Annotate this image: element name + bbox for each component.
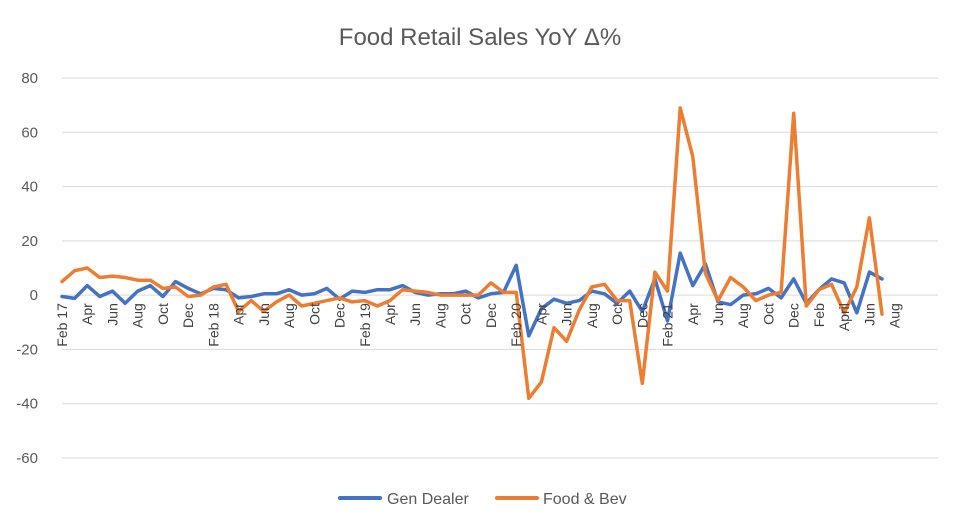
x-tick-label: Oct <box>761 303 777 325</box>
x-tick-label: Dec <box>332 303 348 328</box>
x-tick-label: Feb <box>811 303 827 327</box>
x-tick-label: Aug <box>281 303 297 328</box>
y-tick-label: 0 <box>30 287 38 304</box>
x-tick-label: Jun <box>407 303 423 326</box>
x-tick-label: Feb 18 <box>205 303 221 347</box>
x-tick-label: Feb 20 <box>508 303 524 347</box>
legend-item-gen-dealer: Gen Dealer <box>338 491 469 508</box>
x-tick-label: Apr <box>685 303 701 325</box>
legend-item-food-bev: Food & Bev <box>495 491 627 508</box>
gridlines <box>62 77 938 459</box>
chart-title: Food Retail Sales YoY Δ% <box>339 24 621 51</box>
y-tick-label: 60 <box>21 124 38 141</box>
x-tick-label: Apr <box>231 303 247 325</box>
legend-label: Food & Bev <box>543 491 627 508</box>
x-tick-label: Aug <box>584 303 600 328</box>
x-tick-label: Dec <box>634 303 650 328</box>
x-tick-label: Oct <box>155 303 171 325</box>
x-tick-label: Feb 19 <box>357 303 373 347</box>
legend: Gen Dealer Food & Bev <box>338 491 627 508</box>
x-tick-label: Dec <box>786 303 802 328</box>
x-tick-label: Aug <box>130 303 146 328</box>
x-tick-label: Oct <box>306 303 322 325</box>
x-tick-label: Feb 21 <box>660 303 676 347</box>
x-tick-label: Dec <box>180 303 196 328</box>
y-tick-label: -60 <box>16 450 38 467</box>
y-tick-label: 20 <box>21 233 38 250</box>
x-tick-label: Jun <box>105 303 121 326</box>
y-tick-label: 40 <box>21 179 38 196</box>
x-tick-label: Aug <box>433 303 449 328</box>
x-tick-label: Oct <box>458 303 474 325</box>
x-tick-label: Jun <box>710 303 726 326</box>
x-tick-label: Feb 17 <box>54 303 70 347</box>
y-tick-label: 80 <box>21 70 38 87</box>
x-tick-label: Aug <box>735 303 751 328</box>
series-lines <box>60 106 884 401</box>
x-tick-label: Jun <box>861 303 877 326</box>
x-tick-label: Dec <box>483 303 499 328</box>
x-tick-label: Jun <box>256 303 272 326</box>
x-tick-label: Jun <box>559 303 575 326</box>
legend-label: Gen Dealer <box>387 491 469 508</box>
y-tick-label: -40 <box>16 396 38 413</box>
x-axis-ticks: Feb 17 Apr Jun Aug Oct Dec Feb 18 Apr Jun Aug Oct D… <box>54 303 903 347</box>
y-tick-label: -20 <box>16 341 38 358</box>
x-tick-label: Apr <box>533 303 549 325</box>
x-tick-label: Oct <box>609 303 625 325</box>
y-axis-ticks: -60 -40 -20 0 20 40 60 80 <box>16 70 38 467</box>
x-tick-label: Apr <box>79 303 95 325</box>
x-tick-label: April <box>836 303 852 331</box>
x-tick-label: Apr <box>382 303 398 325</box>
series-line-food-bev <box>60 106 884 401</box>
x-tick-label: Aug <box>887 303 903 328</box>
